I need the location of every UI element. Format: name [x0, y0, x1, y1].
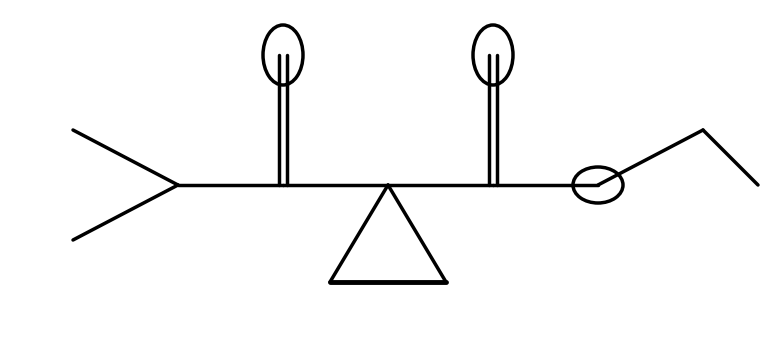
- Ellipse shape: [573, 167, 623, 203]
- Ellipse shape: [473, 25, 513, 85]
- Ellipse shape: [263, 25, 303, 85]
